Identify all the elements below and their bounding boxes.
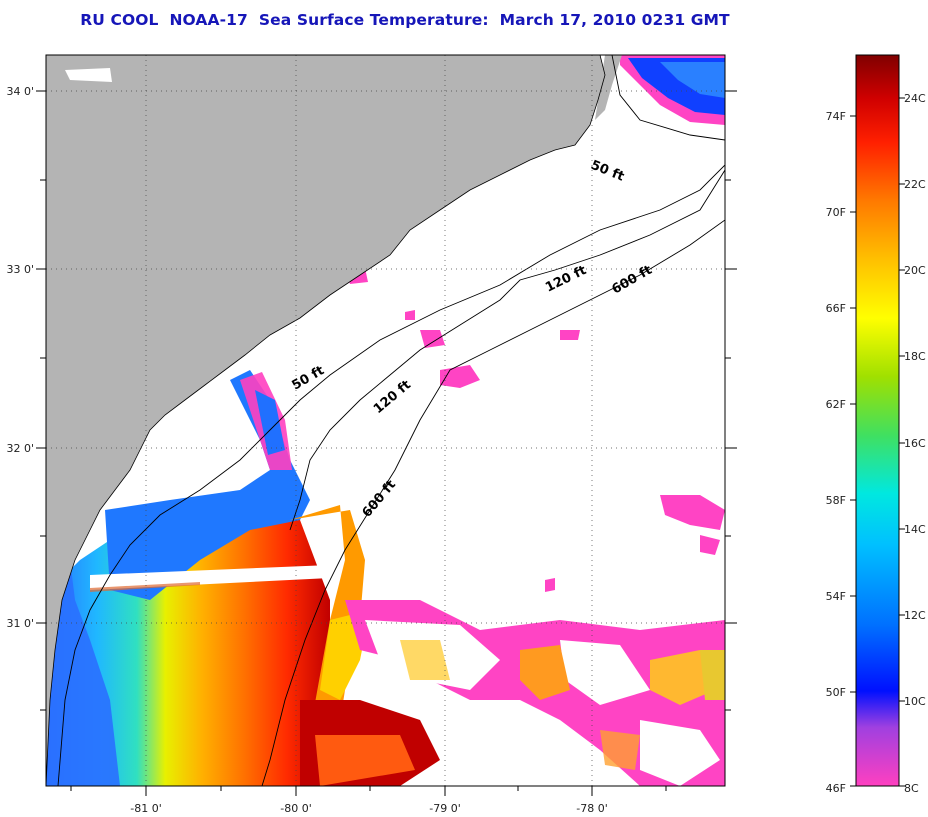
colorbar-c-label: 12C bbox=[904, 609, 926, 622]
lon-label-79: -79 0' bbox=[429, 802, 461, 815]
isobath-lines bbox=[57, 55, 725, 786]
lon-label-80: -80 0' bbox=[280, 802, 312, 815]
isobath-600ft bbox=[261, 219, 725, 786]
map-area: 50 ft 50 ft 120 ft 120 ft 600 ft 600 ft bbox=[46, 55, 725, 786]
warm-offshore-patches bbox=[400, 640, 725, 770]
sst-data-region bbox=[46, 370, 440, 786]
colorbar-f-label: 50F bbox=[826, 686, 846, 699]
colorbar-c-label: 20C bbox=[904, 264, 926, 277]
cloud-interior-holes bbox=[365, 620, 720, 786]
lat-label-31: 31 0' bbox=[6, 617, 34, 630]
colorbar-ticks bbox=[850, 97, 905, 787]
colorbar-c-label: 24C bbox=[904, 92, 926, 105]
isobath-120ft bbox=[289, 169, 725, 531]
lon-label-81: -81 0' bbox=[130, 802, 162, 815]
lat-label-33: 33 0' bbox=[6, 263, 34, 276]
tick-marks bbox=[36, 90, 737, 796]
colorbar-c-label: 18C bbox=[904, 350, 926, 363]
colorbar-f-label: 66F bbox=[826, 302, 846, 315]
colorbar-f-label: 62F bbox=[826, 398, 846, 411]
cloud-over-land bbox=[65, 68, 112, 82]
colorbar bbox=[855, 54, 900, 787]
colorbar-c-label: 16C bbox=[904, 437, 926, 450]
coastline bbox=[46, 55, 606, 786]
colorbar-c-label: 8C bbox=[904, 782, 919, 795]
lat-label-32: 32 0' bbox=[6, 442, 34, 455]
land-mass bbox=[46, 55, 605, 786]
map-frame bbox=[45, 54, 726, 787]
colorbar-f-label: 58F bbox=[826, 494, 846, 507]
lat-label-34: 34 0' bbox=[6, 85, 34, 98]
scan-gap-stripe bbox=[90, 565, 330, 590]
colorbar-f-label: 70F bbox=[826, 206, 846, 219]
colorbar-f-label: 54F bbox=[826, 590, 846, 603]
colorbar-f-label: 74F bbox=[826, 110, 846, 123]
colorbar-f-label: 46F bbox=[826, 782, 846, 795]
map-title: RU COOL NOAA-17 Sea Surface Temperature:… bbox=[80, 11, 730, 29]
isobath-50ft bbox=[57, 55, 725, 786]
graticule bbox=[46, 55, 725, 786]
colorbar-c-label: 14C bbox=[904, 523, 926, 536]
colorbar-c-label: 10C bbox=[904, 695, 926, 708]
lon-label-78: -78 0' bbox=[576, 802, 608, 815]
colorbar-c-label: 22C bbox=[904, 178, 926, 191]
